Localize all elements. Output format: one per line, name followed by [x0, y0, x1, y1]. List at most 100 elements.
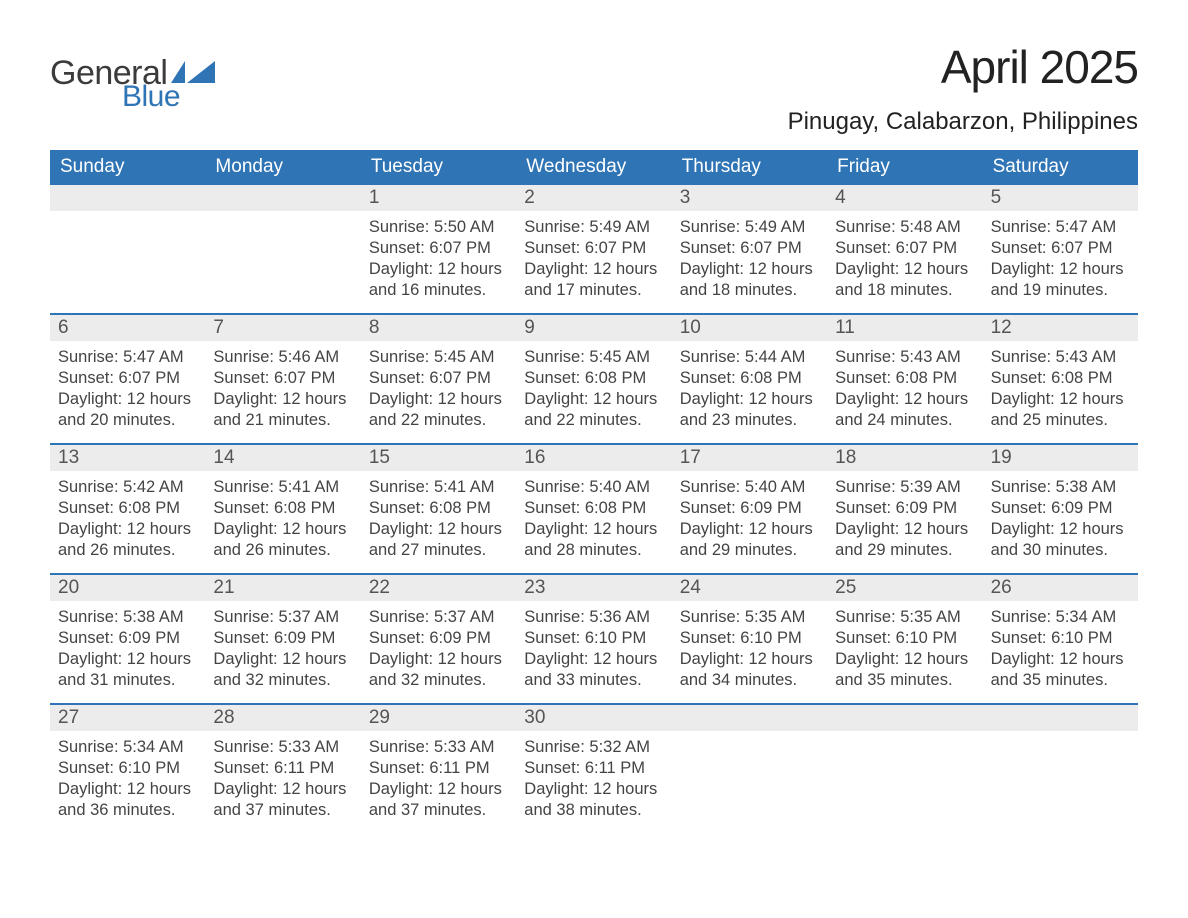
day-cell: 30Sunrise: 5:32 AMSunset: 6:11 PMDayligh…	[516, 705, 671, 833]
sunset-text: Sunset: 6:11 PM	[524, 758, 663, 779]
day-cell: 5Sunrise: 5:47 AMSunset: 6:07 PMDaylight…	[983, 185, 1138, 313]
day-cell: 17Sunrise: 5:40 AMSunset: 6:09 PMDayligh…	[672, 445, 827, 573]
day-number	[827, 705, 982, 731]
daylight-text: Daylight: 12 hours and 36 minutes.	[58, 779, 197, 821]
day-details: Sunrise: 5:35 AMSunset: 6:10 PMDaylight:…	[827, 601, 982, 695]
day-cell: 20Sunrise: 5:38 AMSunset: 6:09 PMDayligh…	[50, 575, 205, 703]
day-number: 12	[983, 315, 1138, 341]
day-cell-empty	[50, 185, 205, 313]
sunset-text: Sunset: 6:09 PM	[835, 498, 974, 519]
day-cell: 27 Sunrise: 5:34 AMSunset: 6:10 PMDayligh…	[50, 705, 205, 833]
day-number: 11	[827, 315, 982, 341]
sunrise-text: Sunrise: 5:33 AM	[369, 737, 508, 758]
sunset-text: Sunset: 6:09 PM	[213, 628, 352, 649]
day-number	[50, 185, 205, 211]
sunset-text: Sunset: 6:07 PM	[369, 238, 508, 259]
sunset-text: Sunset: 6:09 PM	[680, 498, 819, 519]
day-number: 6	[50, 315, 205, 341]
day-cell: 11Sunrise: 5:43 AMSunset: 6:08 PMDayligh…	[827, 315, 982, 443]
sunrise-text: Sunrise: 5:43 AM	[991, 347, 1130, 368]
day-number: 22	[361, 575, 516, 601]
daylight-text: Daylight: 12 hours and 38 minutes.	[524, 779, 663, 821]
day-cell: 15Sunrise: 5:41 AMSunset: 6:08 PMDayligh…	[361, 445, 516, 573]
sunset-text: Sunset: 6:11 PM	[369, 758, 508, 779]
day-number: 27	[50, 705, 205, 731]
day-details: Sunrise: 5:45 AMSunset: 6:07 PMDaylight:…	[361, 341, 516, 435]
sunrise-text: Sunrise: 5:37 AM	[213, 607, 352, 628]
weekday-saturday: Saturday	[983, 150, 1138, 185]
sunset-text: Sunset: 6:10 PM	[524, 628, 663, 649]
day-details: Sunrise: 5:50 AMSunset: 6:07 PMDaylight:…	[361, 211, 516, 305]
day-number: 23	[516, 575, 671, 601]
day-cell: 7Sunrise: 5:46 AMSunset: 6:07 PMDaylight…	[205, 315, 360, 443]
sunrise-text: Sunrise: 5:38 AM	[58, 607, 197, 628]
day-details: Sunrise: 5:35 AMSunset: 6:10 PMDaylight:…	[672, 601, 827, 695]
weekday-tuesday: Tuesday	[361, 150, 516, 185]
month-title: April 2025	[788, 40, 1138, 94]
day-details: Sunrise: 5:44 AMSunset: 6:08 PMDaylight:…	[672, 341, 827, 435]
day-number: 21	[205, 575, 360, 601]
daylight-text: Daylight: 12 hours and 22 minutes.	[524, 389, 663, 431]
week-row: 1Sunrise: 5:50 AMSunset: 6:07 PMDaylight…	[50, 185, 1138, 313]
daylight-text: Daylight: 12 hours and 25 minutes.	[991, 389, 1130, 431]
day-cell: 10Sunrise: 5:44 AMSunset: 6:08 PMDayligh…	[672, 315, 827, 443]
sunset-text: Sunset: 6:09 PM	[58, 628, 197, 649]
day-cell: 8Sunrise: 5:45 AMSunset: 6:07 PMDaylight…	[361, 315, 516, 443]
day-details: Sunrise: 5:42 AMSunset: 6:08 PMDaylight:…	[50, 471, 205, 565]
day-details: Sunrise: 5:32 AMSunset: 6:11 PMDaylight:…	[516, 731, 671, 825]
day-details: Sunrise: 5:45 AMSunset: 6:08 PMDaylight:…	[516, 341, 671, 435]
day-cell: 23Sunrise: 5:36 AMSunset: 6:10 PMDayligh…	[516, 575, 671, 703]
calendar-grid: Sunday Monday Tuesday Wednesday Thursday…	[50, 150, 1138, 833]
week-row: 6Sunrise: 5:47 AMSunset: 6:07 PMDaylight…	[50, 313, 1138, 443]
brand-word-blue: Blue	[122, 83, 215, 110]
day-details: Sunrise: 5:40 AMSunset: 6:08 PMDaylight:…	[516, 471, 671, 565]
sunrise-text: Sunrise: 5:48 AM	[835, 217, 974, 238]
day-cell: 28Sunrise: 5:33 AMSunset: 6:11 PMDayligh…	[205, 705, 360, 833]
day-details: Sunrise: 5:39 AMSunset: 6:09 PMDaylight:…	[827, 471, 982, 565]
day-number: 17	[672, 445, 827, 471]
day-details: Sunrise: 5:46 AMSunset: 6:07 PMDaylight:…	[205, 341, 360, 435]
day-details: Sunrise: 5:37 AMSunset: 6:09 PMDaylight:…	[205, 601, 360, 695]
day-number: 28	[205, 705, 360, 731]
day-cell: 21Sunrise: 5:37 AMSunset: 6:09 PMDayligh…	[205, 575, 360, 703]
day-details: Sunrise: 5:47 AMSunset: 6:07 PMDaylight:…	[983, 211, 1138, 305]
sunset-text: Sunset: 6:10 PM	[58, 758, 197, 779]
sunrise-text: Sunrise: 5:45 AM	[369, 347, 508, 368]
day-cell: 2Sunrise: 5:49 AMSunset: 6:07 PMDaylight…	[516, 185, 671, 313]
day-number: 15	[361, 445, 516, 471]
day-cell: 24Sunrise: 5:35 AMSunset: 6:10 PMDayligh…	[672, 575, 827, 703]
day-cell: 22Sunrise: 5:37 AMSunset: 6:09 PMDayligh…	[361, 575, 516, 703]
day-details: Sunrise: 5:38 AMSunset: 6:09 PMDaylight:…	[983, 471, 1138, 565]
day-details: Sunrise: 5:47 AMSunset: 6:07 PMDaylight:…	[50, 341, 205, 435]
sunrise-text: Sunrise: 5:34 AM	[58, 737, 197, 758]
day-number: 9	[516, 315, 671, 341]
sunrise-text: Sunrise: 5:38 AM	[991, 477, 1130, 498]
day-number	[205, 185, 360, 211]
daylight-text: Daylight: 12 hours and 32 minutes.	[369, 649, 508, 691]
sunrise-text: Sunrise: 5:39 AM	[835, 477, 974, 498]
daylight-text: Daylight: 12 hours and 30 minutes.	[991, 519, 1130, 561]
day-details: Sunrise: 5:48 AMSunset: 6:07 PMDaylight:…	[827, 211, 982, 305]
daylight-text: Daylight: 12 hours and 29 minutes.	[680, 519, 819, 561]
day-number: 26	[983, 575, 1138, 601]
daylight-text: Daylight: 12 hours and 37 minutes.	[369, 779, 508, 821]
sunrise-text: Sunrise: 5:50 AM	[369, 217, 508, 238]
sunrise-text: Sunrise: 5:41 AM	[213, 477, 352, 498]
daylight-text: Daylight: 12 hours and 17 minutes.	[524, 259, 663, 301]
daylight-text: Daylight: 12 hours and 24 minutes.	[835, 389, 974, 431]
day-number: 1	[361, 185, 516, 211]
day-number: 13	[50, 445, 205, 471]
sunset-text: Sunset: 6:07 PM	[835, 238, 974, 259]
daylight-text: Daylight: 12 hours and 35 minutes.	[991, 649, 1130, 691]
sunset-text: Sunset: 6:07 PM	[524, 238, 663, 259]
daylight-text: Daylight: 12 hours and 29 minutes.	[835, 519, 974, 561]
sunrise-text: Sunrise: 5:49 AM	[680, 217, 819, 238]
week-row: 20Sunrise: 5:38 AMSunset: 6:09 PMDayligh…	[50, 573, 1138, 703]
sunrise-text: Sunrise: 5:33 AM	[213, 737, 352, 758]
sunrise-text: Sunrise: 5:49 AM	[524, 217, 663, 238]
daylight-text: Daylight: 12 hours and 21 minutes.	[213, 389, 352, 431]
brand-logo-text: General Blue	[50, 58, 215, 110]
day-details: Sunrise: 5:33 AMSunset: 6:11 PMDaylight:…	[361, 731, 516, 825]
day-cell: 18Sunrise: 5:39 AMSunset: 6:09 PMDayligh…	[827, 445, 982, 573]
day-cell: 3Sunrise: 5:49 AMSunset: 6:07 PMDaylight…	[672, 185, 827, 313]
